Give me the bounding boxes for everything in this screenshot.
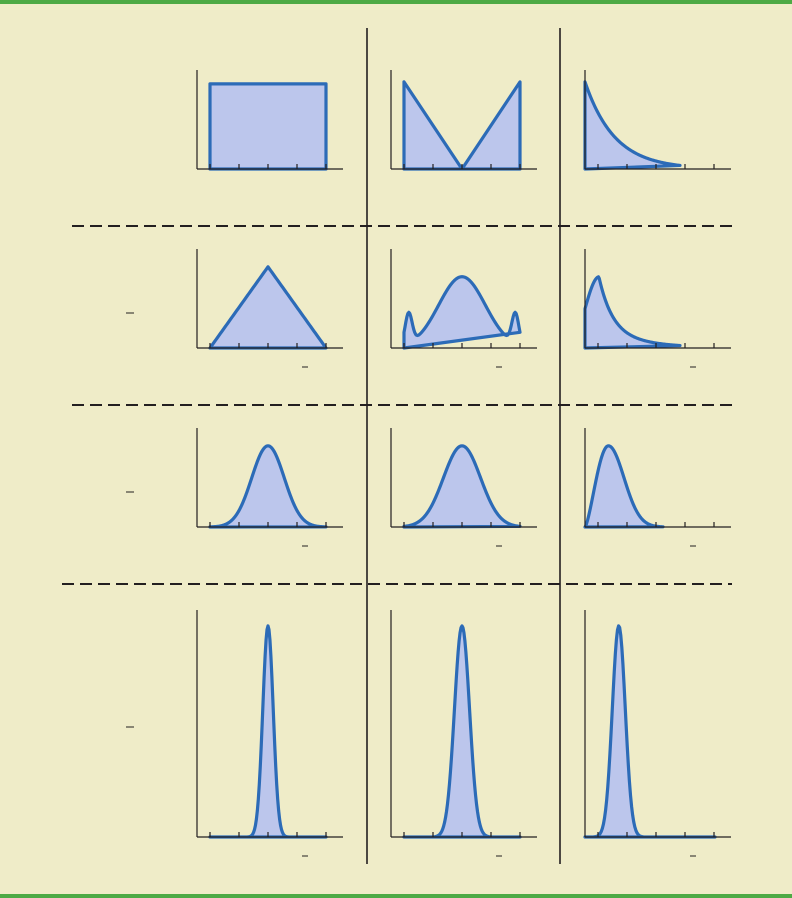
panel-r1-c1-curve [402,275,522,350]
bottom-frame-bar [0,894,792,898]
top-frame-bar [0,0,792,4]
panel-r2-c1-curve [402,444,522,529]
panel-r3-c0-curve [208,624,328,839]
panel-r3-c1-curve [402,624,522,839]
panel-r2-c2-curve [583,444,665,529]
panel-r0-c2-curve [583,80,682,171]
panel-r2-c0-curve [208,444,328,529]
panel-r1-c0-curve [208,265,328,350]
panel-r3-c2-curve [583,624,717,839]
panel-r0-c0-curve [208,82,328,171]
panel-r1-c2-curve [583,275,682,350]
panel-r0-c1-curve [402,80,522,171]
